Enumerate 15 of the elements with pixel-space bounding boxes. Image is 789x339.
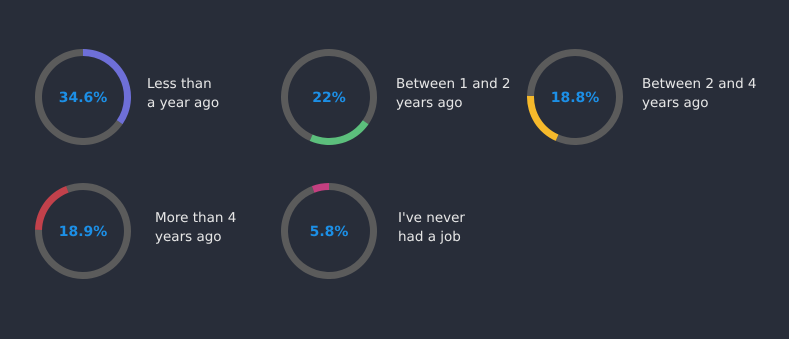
donut-slice <box>310 120 369 145</box>
text: More than 4 years ago <box>155 210 236 245</box>
center-note: 18.8% <box>550 90 600 106</box>
center-note: 5.8% <box>310 224 348 240</box>
text: I've never had a job <box>398 210 466 245</box>
center-note: 34.6% <box>58 90 108 106</box>
donut-slice <box>312 183 329 193</box>
center-note: 18.9% <box>58 224 108 240</box>
donut-slice <box>35 49 123 145</box>
text: Between 2 and 4 years ago <box>642 76 757 111</box>
donut-slice <box>35 183 131 279</box>
donut-slice <box>281 183 377 279</box>
text: Between 1 and 2 years ago <box>396 76 511 111</box>
text: Less than a year ago <box>147 76 220 111</box>
center-note: 22% <box>312 90 346 106</box>
